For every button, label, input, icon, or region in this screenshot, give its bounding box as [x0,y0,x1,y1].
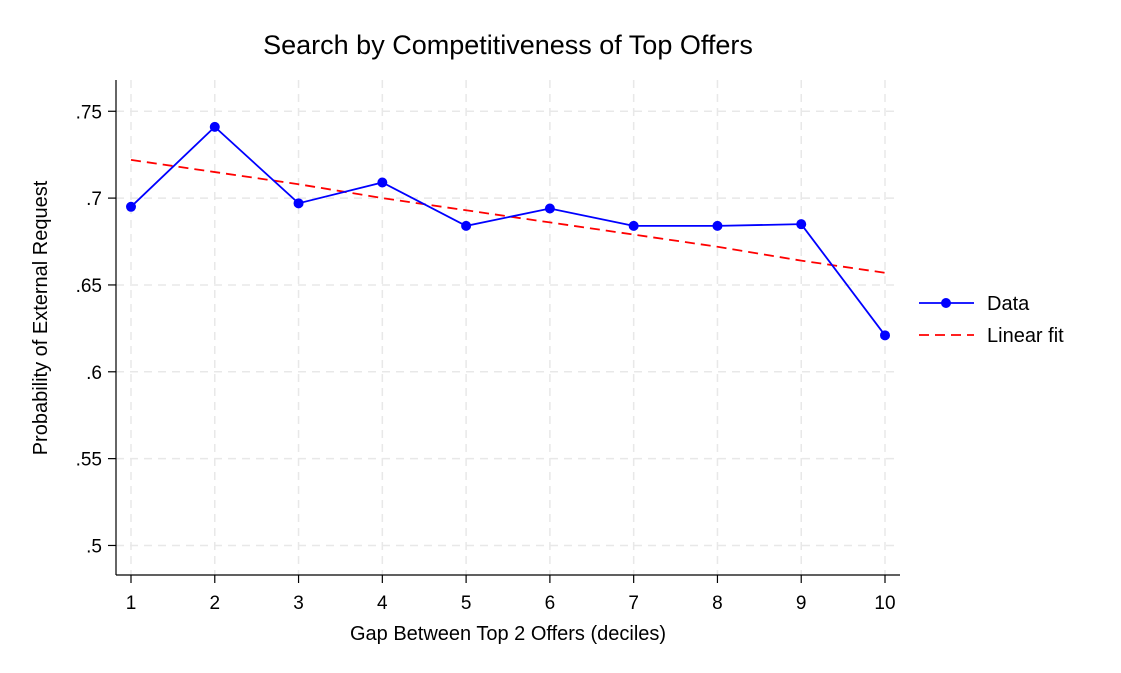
x-tick-label: 2 [209,593,220,614]
x-tick-label: 9 [796,593,807,614]
y-axis-label: Probability of External Request [30,180,52,455]
legend-data-label: Data [987,293,1030,315]
legend-data-marker [941,298,951,308]
y-tick-label: .6 [86,363,102,384]
data-series-line [130,125,886,336]
x-axis-label: Gap Between Top 2 Offers (deciles) [350,623,666,645]
y-tick-label: .55 [76,450,102,471]
data-point [544,203,555,214]
y-tick-label: .5 [86,536,102,557]
y-ticks: .5 .55 .6 .65 .7 .75 [76,102,116,557]
y-tick-label: .75 [76,102,102,123]
legend: Data Linear fit [919,293,1064,347]
data-point [628,220,639,231]
x-tick-label: 8 [712,593,723,614]
data-point [126,201,136,212]
data-point [461,220,472,231]
grid [116,80,900,575]
series [126,121,890,341]
data-point [293,198,304,209]
x-tick-label: 7 [628,593,639,614]
x-tick-label: 1 [126,593,137,614]
x-tick-label: 5 [461,593,472,614]
chart-title: Search by Competitiveness of Top Offers [263,30,753,60]
y-tick-label: .7 [86,189,102,210]
axes [115,80,900,576]
x-tick-label: 3 [293,593,304,614]
data-point [796,219,807,230]
x-tick-label: 4 [377,593,388,614]
data-point [712,220,723,231]
data-point [377,177,388,188]
y-tick-label: .65 [76,276,102,297]
x-ticks: 1 2 3 4 5 6 7 8 9 10 [126,575,896,614]
data-point [209,121,220,132]
x-tick-label: 10 [874,593,895,614]
legend-fit-label: Linear fit [987,325,1064,347]
x-tick-label: 6 [545,593,556,614]
data-point [880,330,890,341]
